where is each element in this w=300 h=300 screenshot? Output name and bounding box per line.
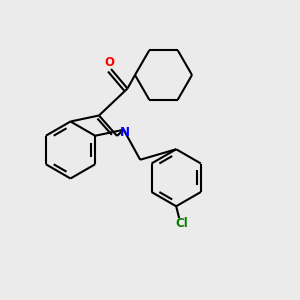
Text: N: N: [120, 126, 130, 139]
Text: Cl: Cl: [175, 217, 188, 230]
Text: O: O: [104, 56, 115, 69]
